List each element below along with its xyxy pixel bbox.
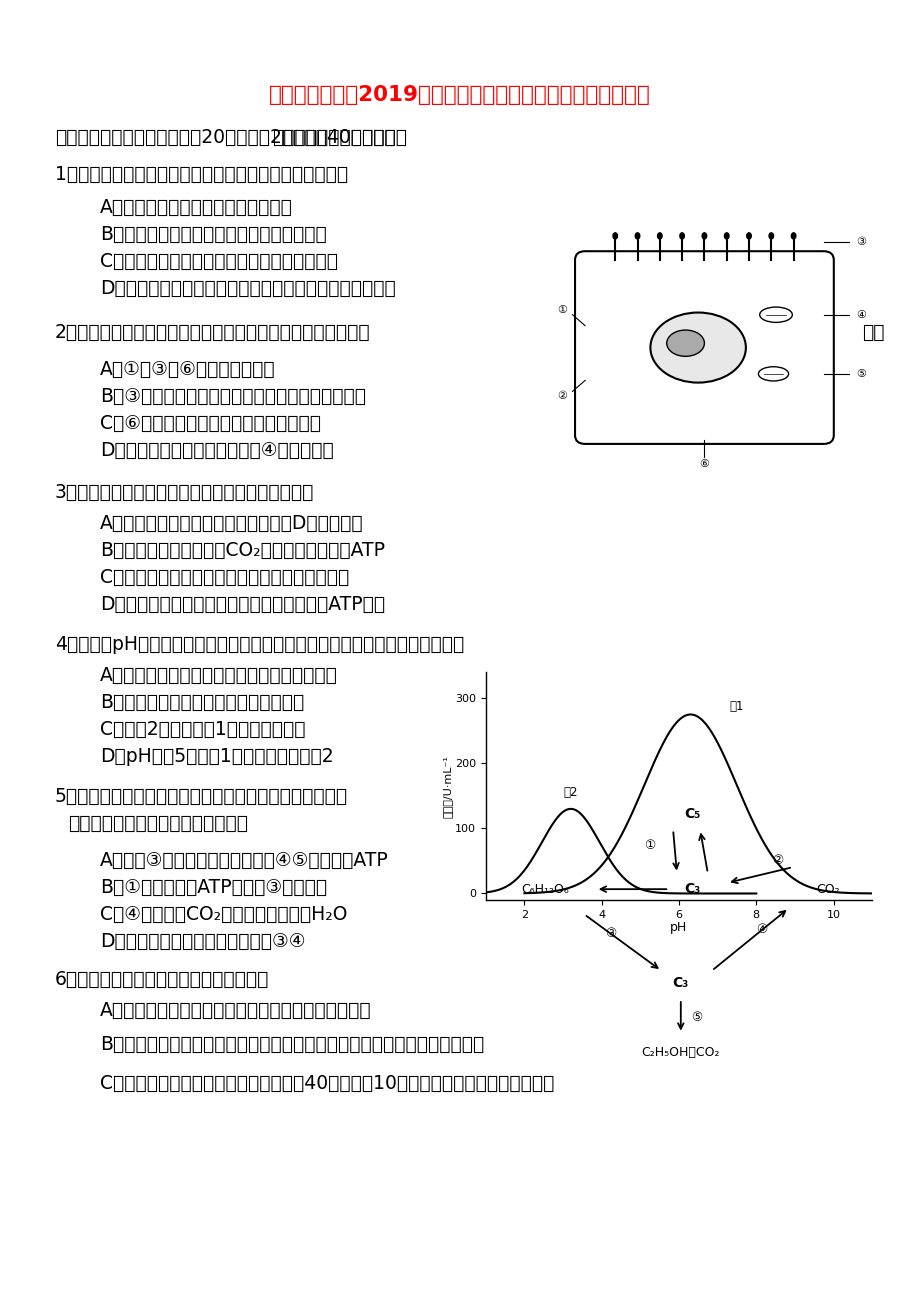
Text: B．酶活性大小与反应物剩余量呈正相关: B．酶活性大小与反应物剩余量呈正相关	[100, 693, 304, 712]
Text: D．影响主动运输速率的因素仅有载体多少和ATP供应: D．影响主动运输速率的因素仅有载体多少和ATP供应	[100, 595, 385, 615]
Text: 5．下图表示蚕豆叶肉细胞光合作用与细胞呼吸过程中含碳: 5．下图表示蚕豆叶肉细胞光合作用与细胞呼吸过程中含碳	[55, 786, 347, 806]
Text: 1．下列关于细胞中化学元素及化合物的说法中，正确的是: 1．下列关于细胞中化学元素及化合物的说法中，正确的是	[55, 165, 347, 184]
Text: C．观察细胞有丝分裂时，显微镜物镜用40倍比使用10倍更有利于找到分裂中期的细胞: C．观察细胞有丝分裂时，显微镜物镜用40倍比使用10倍更有利于找到分裂中期的细胞	[100, 1074, 554, 1092]
Text: A．两种酶能水解一种底物，说明酶没有专一性: A．两种酶能水解一种底物，说明酶没有专一性	[100, 667, 337, 685]
Text: D．pH大于5时，酶1的活性始终大于酶2: D．pH大于5时，酶1的活性始终大于酶2	[100, 747, 334, 766]
Text: B．酵母菌产生的酒精和CO₂排出细胞都需消耗ATP: B．酵母菌产生的酒精和CO₂排出细胞都需消耗ATP	[100, 542, 384, 560]
Text: B．探究酵母菌呼吸方式时，可根据澄清的石灰水是否变浑浊来判定呼吸方式: B．探究酵母菌呼吸方式时，可根据澄清的石灰水是否变浑浊来判定呼吸方式	[100, 1035, 483, 1055]
Text: 4．下图为pH对作用于同一种底物的两种水解酶活性的影响，相关叙述正确的是: 4．下图为pH对作用于同一种底物的两种水解酶活性的影响，相关叙述正确的是	[55, 635, 464, 654]
Text: D．在人体细胞中能进行的过程是③④: D．在人体细胞中能进行的过程是③④	[100, 932, 305, 950]
Text: A．①、③、⑥属于生物膜系统: A．①、③、⑥属于生物膜系统	[100, 359, 276, 379]
Text: A．细胞中存在非生物界中没有的元素: A．细胞中存在非生物界中没有的元素	[100, 198, 292, 217]
Text: D．该细胞是高度分化的细胞，④不应该存在: D．该细胞是高度分化的细胞，④不应该存在	[100, 441, 334, 460]
Text: C．与酶2相比较，酶1更适应碱性环境: C．与酶2相比较，酶1更适应碱性环境	[100, 720, 305, 740]
Text: C．组成不同蛋白质中氨基酸的种类和数目不同: C．组成不同蛋白质中氨基酸的种类和数目不同	[100, 253, 337, 271]
Text: C．④过程产生CO₂的同时，还能产生H₂O: C．④过程产生CO₂的同时，还能产生H₂O	[100, 905, 347, 924]
Text: A．过程③发生在细胞质基质中，④⑤都能产生ATP: A．过程③发生在细胞质基质中，④⑤都能产生ATP	[100, 852, 389, 870]
Text: 只有一个选项最符合题意。: 只有一个选项最符合题意。	[271, 128, 406, 147]
Text: 江苏省如皋中学2019届高三生物上学期期末教学质量调研试题: 江苏省如皋中学2019届高三生物上学期期末教学质量调研试题	[269, 85, 650, 105]
Text: B．细胞中脱氧核苷酸和脂肪都不含有氮元素: B．细胞中脱氧核苷酸和脂肪都不含有氮元素	[100, 225, 326, 243]
Text: A．小肠上皮细胞吸收胆固醇、维生素D不需要载体: A．小肠上皮细胞吸收胆固醇、维生素D不需要载体	[100, 514, 363, 533]
Text: A．植物组织中脂肪的鉴定必须制作徒手切片才能观察: A．植物组织中脂肪的鉴定必须制作徒手切片才能观察	[100, 1001, 371, 1019]
Text: 化合物的变化。相关叙述中正确的是: 化合物的变化。相关叙述中正确的是	[68, 814, 248, 833]
Text: B．①过程需要的ATP主要由③过程提供: B．①过程需要的ATP主要由③过程提供	[100, 878, 327, 897]
Text: C．胞吞、胞吐是大分子物质进出细胞的独特方式: C．胞吞、胞吐是大分子物质进出细胞的独特方式	[100, 568, 349, 587]
Text: C．⑥是大分子进出的通道，是全透性结构: C．⑥是大分子进出的通道，是全透性结构	[100, 414, 321, 434]
Text: 一、单项选择题：本部分包括20题，每题2分，共计40分。每题: 一、单项选择题：本部分包括20题，每题2分，共计40分。每题	[55, 128, 395, 147]
Text: 的是: 的是	[861, 323, 883, 342]
Text: 2．右图为动物小肠绒毛细胞结构示意图，下列有关叙述中正确: 2．右图为动物小肠绒毛细胞结构示意图，下列有关叙述中正确	[55, 323, 370, 342]
Text: 6．下列有关生物实验的说法中，正确的是: 6．下列有关生物实验的说法中，正确的是	[55, 970, 269, 990]
Text: D．主动运输机制有助于维持细胞内外元素组成的相对稳定: D．主动运输机制有助于维持细胞内外元素组成的相对稳定	[100, 279, 395, 298]
Text: B．③能增大细胞膜的面积，有利于营养物质的吸收: B．③能增大细胞膜的面积，有利于营养物质的吸收	[100, 387, 366, 406]
Text: 3．下列有关物质进出细胞方式的说法中，正确的是: 3．下列有关物质进出细胞方式的说法中，正确的是	[55, 483, 314, 503]
